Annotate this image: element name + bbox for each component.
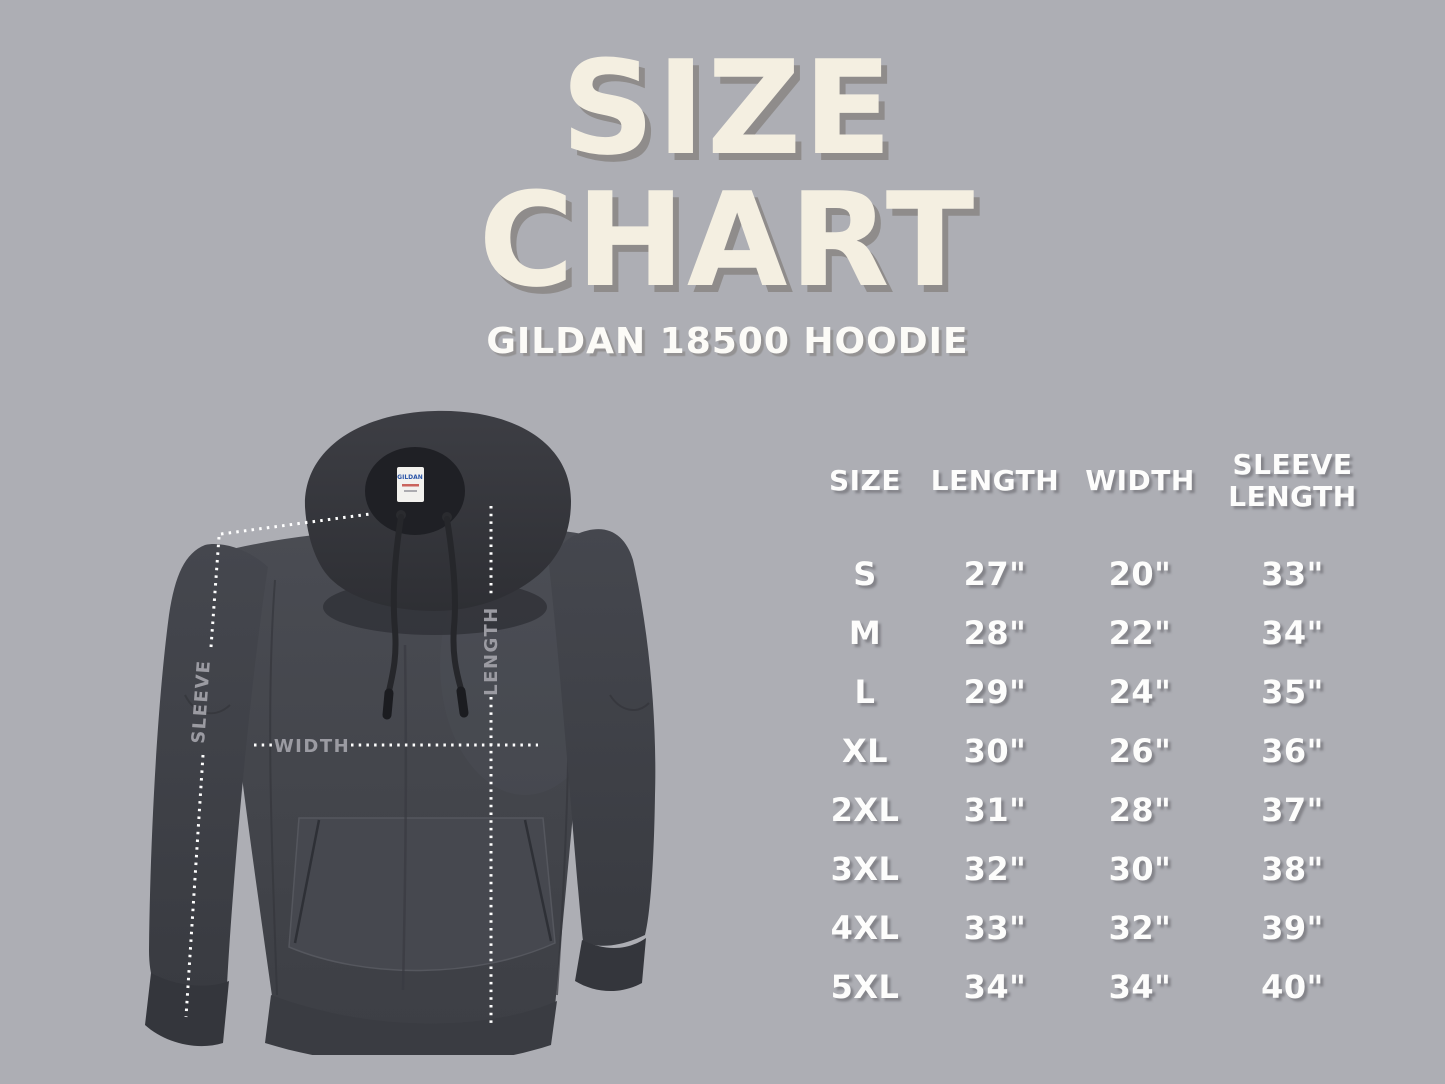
column-header-size: SIZE xyxy=(828,464,901,497)
size-cell: L xyxy=(854,672,876,711)
table-row: XL 30" 26" 36" xyxy=(800,721,1365,780)
size-cell: 2XL xyxy=(830,790,900,829)
shoulder-guide-line xyxy=(220,512,371,536)
size-cell: 4XL xyxy=(830,908,900,947)
sleeve-length-cell: 40" xyxy=(1261,967,1324,1006)
table-row: M 28" 22" 34" xyxy=(800,603,1365,662)
sleeve-guide-lower xyxy=(184,754,205,1018)
length-cell: 31" xyxy=(963,790,1027,829)
page-subtitle: GILDAN 18500 HOODIE xyxy=(486,321,969,362)
column-header-width: WIDTH xyxy=(1085,464,1195,497)
length-cell: 33" xyxy=(963,908,1027,947)
hoodie-hem-band xyxy=(265,995,557,1066)
sleeve-length-cell: 35" xyxy=(1261,672,1324,711)
drawstring-left xyxy=(386,514,404,694)
left-seam xyxy=(269,579,278,996)
neck-tag: GILDAN xyxy=(397,467,424,502)
width-cell: 30" xyxy=(1108,849,1172,888)
drawstring-aiglet-right xyxy=(456,686,469,718)
sleeve-length-cell: 38" xyxy=(1261,849,1324,888)
table-row: 3XL 32" 30" 38" xyxy=(800,839,1365,898)
table-row: 4XL 33" 32" 39" xyxy=(800,898,1365,957)
size-cell: XL xyxy=(841,731,889,770)
right-cuff xyxy=(575,938,646,992)
drawstring-aiglet-left xyxy=(382,688,394,720)
pocket-left-opening xyxy=(293,819,321,944)
width-cell: 26" xyxy=(1108,731,1172,770)
sleeve-length-cell: 37" xyxy=(1261,790,1324,829)
column-header-length: LENGTH xyxy=(930,464,1060,497)
table-rows: S 27" 20" 33" M 28" 22" 34" L 29" 24" 35" XL 30" 26" 36… xyxy=(800,544,1365,1016)
length-cell: 29" xyxy=(963,672,1027,711)
left-sleeve-fold xyxy=(184,694,231,715)
hoodie-illustration: GILDAN SLEEVE LENGTH xyxy=(145,410,656,1066)
width-cell: 34" xyxy=(1108,967,1172,1006)
sleeve-length-cell: 34" xyxy=(1261,613,1324,652)
page-title-line1: SIZE xyxy=(560,32,895,184)
table-row: 5XL 34" 34" 40" xyxy=(800,957,1365,1016)
size-cell: S xyxy=(853,554,877,593)
page-title-line2: CHART xyxy=(478,164,977,316)
right-sleeve xyxy=(549,529,656,946)
drawstring-right xyxy=(444,516,464,692)
size-cell: 5XL xyxy=(830,967,900,1006)
length-cell: 30" xyxy=(963,731,1027,770)
width-cell: 22" xyxy=(1108,613,1172,652)
width-cell: 24" xyxy=(1108,672,1172,711)
column-header-sleeve-length: SLEEVE LENGTH xyxy=(1228,448,1357,513)
table-header-row: SIZE LENGTH WIDTH SLEEVE LENGTH xyxy=(800,438,1365,524)
size-table: SIZE LENGTH WIDTH SLEEVE LENGTH S 27" 20" 3… xyxy=(800,438,1365,1016)
table-row: 2XL 31" 28" 37" xyxy=(800,780,1365,839)
width-cell: 32" xyxy=(1108,908,1172,947)
pocket-right-opening xyxy=(523,819,553,942)
table-row: L 29" 24" 35" xyxy=(800,662,1365,721)
torso-fold xyxy=(401,644,408,991)
kangaroo-pocket xyxy=(288,817,556,972)
width-cell: 28" xyxy=(1108,790,1172,829)
sleeve-length-cell: 36" xyxy=(1261,731,1324,770)
left-sleeve xyxy=(149,544,268,991)
length-cell: 27" xyxy=(963,554,1027,593)
sleeve-length-cell: 33" xyxy=(1261,554,1324,593)
length-cell: 34" xyxy=(963,967,1027,1006)
length-cell: 32" xyxy=(963,849,1027,888)
size-cell: 3XL xyxy=(830,849,900,888)
size-cell: M xyxy=(848,613,882,652)
right-sleeve-fold xyxy=(609,694,650,711)
hoodie-figure: GILDAN SLEEVE LENGTH xyxy=(105,395,785,1066)
width-measure-label: WIDTH xyxy=(274,736,350,757)
sleeve-length-cell: 39" xyxy=(1261,908,1324,947)
length-cell: 28" xyxy=(963,613,1027,652)
title-block: SIZE CHART GILDAN 18500 HOODIE xyxy=(355,30,1100,364)
table-row: S 27" 20" 33" xyxy=(800,544,1365,603)
sleeve-guide-upper xyxy=(209,536,221,648)
width-cell: 20" xyxy=(1108,554,1172,593)
length-measure-label: LENGTH xyxy=(481,606,502,696)
neck-tag-brand: GILDAN xyxy=(397,474,423,481)
